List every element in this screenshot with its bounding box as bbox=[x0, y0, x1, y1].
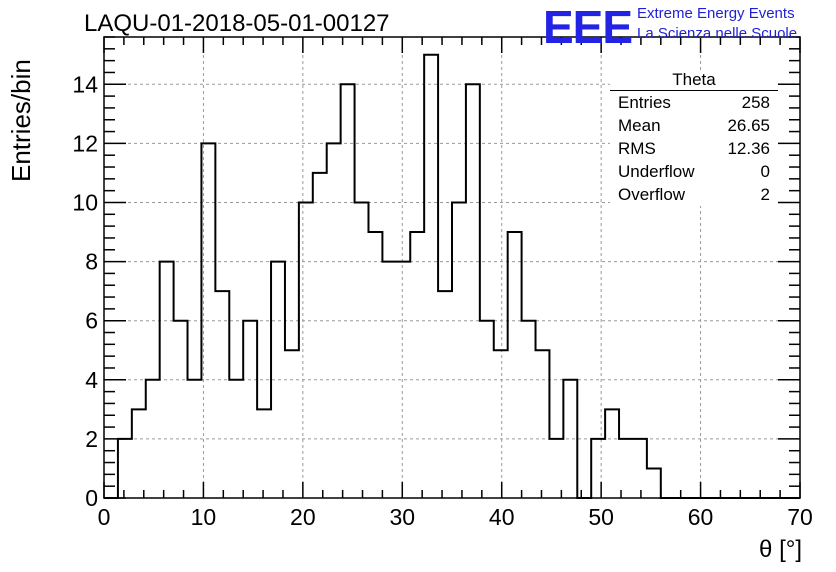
stats-label: Underflow bbox=[618, 162, 695, 181]
histogram-line bbox=[104, 53, 800, 499]
y-tick-label: 12 bbox=[72, 130, 98, 156]
x-tick-label: 10 bbox=[191, 504, 217, 530]
logo-line-1: Extreme Energy Events bbox=[637, 5, 795, 22]
x-tick-label: 20 bbox=[290, 504, 316, 530]
stats-row-rms: RMS 12.36 bbox=[610, 137, 778, 160]
plot-frame bbox=[103, 36, 801, 499]
x-axis-label: θ [°] bbox=[759, 536, 802, 563]
stats-value: 26.65 bbox=[727, 116, 770, 135]
stats-label: RMS bbox=[618, 139, 656, 158]
y-tick-label: 2 bbox=[85, 426, 98, 452]
y-axis-label: Entries/bin bbox=[6, 59, 36, 182]
x-tick-label: 40 bbox=[489, 504, 515, 530]
stats-row-entries: Entries 258 bbox=[610, 91, 778, 114]
x-tick-label: 70 bbox=[787, 504, 813, 530]
axis-ticks bbox=[103, 36, 801, 499]
y-tick-label: 14 bbox=[72, 71, 98, 97]
y-tick-label: 0 bbox=[85, 485, 98, 511]
stats-row-mean: Mean 26.65 bbox=[610, 114, 778, 137]
chart-title: LAQU-01-2018-05-01-00127 bbox=[84, 10, 390, 37]
x-tick-label: 30 bbox=[389, 504, 415, 530]
y-tick-label: 4 bbox=[85, 367, 98, 393]
stats-row-underflow: Underflow 0 bbox=[610, 160, 778, 183]
stats-label: Overflow bbox=[618, 185, 686, 204]
stats-label: Mean bbox=[618, 116, 661, 135]
x-tick-label: 50 bbox=[588, 504, 614, 530]
logo-line-2: La Scienza nelle Scuole bbox=[637, 25, 798, 42]
y-tick-label: 10 bbox=[72, 189, 98, 215]
eee-logo: EEE bbox=[543, 1, 633, 53]
stats-label: Entries bbox=[618, 93, 671, 112]
x-tick-label: 60 bbox=[688, 504, 714, 530]
stats-row-overflow: Overflow 2 bbox=[610, 183, 778, 206]
stats-value: 0 bbox=[760, 162, 770, 181]
stats-box: Theta Entries 258 Mean 26.65 RMS 12.36 U… bbox=[610, 70, 778, 206]
y-tick-label: 8 bbox=[85, 249, 98, 275]
stats-value: 258 bbox=[741, 93, 770, 112]
stats-value: 12.36 bbox=[727, 139, 770, 158]
stats-title: Theta bbox=[610, 70, 778, 91]
y-tick-label: 6 bbox=[85, 308, 98, 334]
stats-value: 2 bbox=[760, 185, 770, 204]
x-tick-label: 0 bbox=[98, 504, 111, 530]
